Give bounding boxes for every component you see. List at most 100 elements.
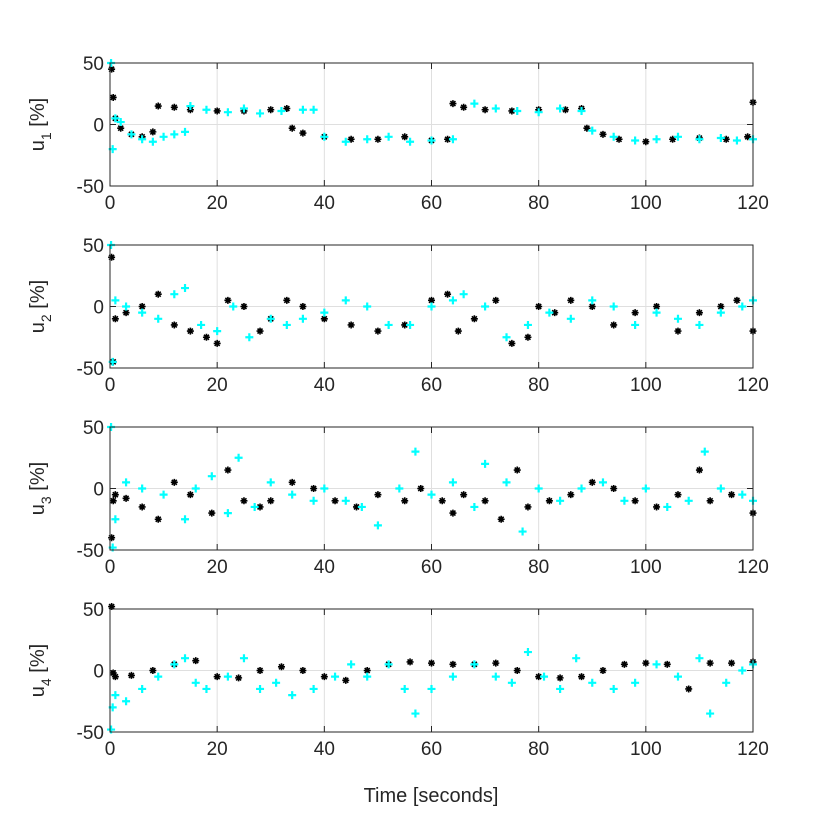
plus-marker: [706, 709, 715, 718]
plus-marker: [566, 314, 575, 323]
star-marker: [186, 327, 194, 335]
star-marker: [610, 321, 618, 329]
plus-marker: [427, 136, 436, 145]
series-star-markers: [108, 253, 757, 366]
x-tick-label: 40: [314, 375, 335, 396]
star-marker: [256, 327, 264, 335]
plus-marker: [122, 697, 131, 706]
plus-marker: [673, 672, 682, 681]
series-star-markers: [108, 603, 757, 693]
plus-marker: [411, 447, 420, 456]
x-tick-label: 120: [737, 375, 769, 396]
plus-marker: [406, 137, 415, 146]
star-marker: [111, 315, 119, 323]
star-marker: [363, 667, 371, 674]
star-marker: [728, 491, 736, 499]
star-marker: [449, 100, 457, 108]
plus-marker: [523, 320, 532, 329]
plus-marker: [470, 99, 479, 108]
plus-marker: [588, 126, 597, 135]
plus-marker: [556, 104, 565, 113]
plus-marker: [127, 130, 136, 139]
plus-marker: [695, 654, 704, 663]
star-marker: [170, 103, 178, 111]
plus-marker: [652, 308, 661, 317]
plus-marker: [384, 132, 393, 141]
plus-marker: [111, 691, 120, 700]
plus-marker: [181, 515, 190, 524]
star-marker: [551, 309, 559, 317]
y-tick-label: -50: [77, 177, 104, 198]
plus-marker: [239, 654, 248, 663]
star-marker: [513, 667, 521, 674]
x-tick-label: 0: [105, 375, 116, 396]
plus-marker: [577, 484, 586, 493]
plus-marker: [577, 106, 586, 115]
star-marker: [588, 303, 596, 310]
star-marker: [310, 485, 318, 492]
plus-marker: [298, 314, 307, 323]
plus-marker: [502, 333, 511, 342]
star-marker: [401, 133, 409, 141]
plus-marker: [111, 114, 120, 123]
star-marker: [267, 497, 275, 505]
star-marker: [508, 107, 516, 115]
star-marker: [213, 107, 221, 115]
plus-marker: [400, 684, 409, 693]
star-marker: [470, 315, 478, 323]
star-marker: [401, 497, 409, 505]
y-axis-label: u1 [%]: [27, 98, 54, 151]
plus-marker: [491, 672, 500, 681]
plus-marker: [518, 527, 527, 536]
star-marker: [460, 491, 468, 499]
star-marker: [331, 497, 339, 505]
plus-marker: [507, 678, 516, 687]
x-tick-label: 20: [207, 739, 228, 760]
x-tick-label: 100: [630, 557, 662, 578]
x-tick-label: 100: [630, 375, 662, 396]
y-tick-label: 0: [93, 480, 104, 501]
plus-marker: [427, 302, 436, 311]
star-marker: [460, 103, 468, 111]
plus-marker: [309, 496, 318, 505]
star-marker: [374, 491, 382, 499]
star-marker: [669, 135, 677, 143]
y-tick-label: 50: [83, 236, 104, 257]
plus-marker: [673, 132, 682, 141]
star-marker: [744, 133, 752, 141]
series-plus-markers: [107, 241, 757, 366]
x-tick-label: 40: [314, 739, 335, 760]
star-marker: [186, 491, 194, 499]
star-marker: [706, 659, 714, 667]
star-marker: [154, 102, 162, 110]
x-tick-label: 80: [528, 375, 549, 396]
x-tick-label: 100: [630, 739, 662, 760]
star-marker: [599, 667, 607, 674]
x-tick-label: 120: [737, 193, 769, 214]
plus-marker: [347, 660, 356, 669]
plus-marker: [588, 678, 597, 687]
y-tick-label: 0: [93, 116, 104, 137]
plus-marker: [170, 130, 179, 139]
plus-marker: [111, 515, 120, 524]
y-tick-label: -50: [77, 541, 104, 562]
star-marker: [642, 659, 650, 667]
plus-marker: [695, 135, 704, 144]
star-marker: [733, 296, 741, 304]
plus-marker: [427, 684, 436, 693]
y-tick-label: 0: [93, 298, 104, 319]
star-marker: [111, 491, 119, 499]
plus-marker: [545, 308, 554, 317]
x-tick-label: 60: [421, 557, 442, 578]
star-marker: [288, 478, 296, 486]
plus-marker: [684, 496, 693, 505]
plus-marker: [540, 672, 549, 681]
plus-marker: [448, 296, 457, 305]
plus-marker: [309, 684, 318, 693]
plus-marker: [256, 109, 265, 118]
star-marker: [428, 296, 435, 304]
x-tick-label: 120: [737, 557, 769, 578]
star-marker: [374, 135, 382, 143]
